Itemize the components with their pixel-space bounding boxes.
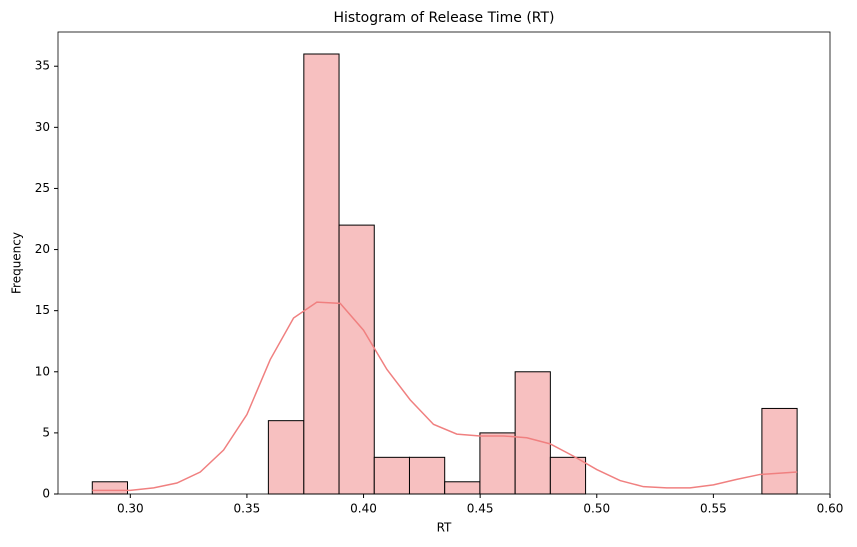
x-tick-label: 0.60: [817, 502, 844, 516]
bar: [479, 432, 516, 495]
bar: [514, 371, 551, 495]
chart-title: Histogram of Release Time (RT): [333, 10, 554, 26]
x-tick-label: 0.55: [700, 502, 727, 516]
x-axis-label: RT: [437, 521, 452, 535]
x-tick-label: 0.50: [583, 502, 610, 516]
y-tick-label: 10: [35, 364, 50, 378]
bar: [303, 53, 340, 495]
kde-line: [92, 301, 798, 492]
y-tick-label: 0: [42, 487, 50, 501]
y-tick-label: 35: [35, 59, 50, 73]
x-tick-label: 0.45: [467, 502, 494, 516]
bar: [549, 456, 587, 495]
y-tick-label: 30: [35, 120, 50, 134]
y-tick-label: 25: [35, 181, 50, 195]
bar: [91, 481, 129, 495]
y-tick-label: 5: [42, 425, 50, 439]
x-tick-label: 0.40: [350, 502, 377, 516]
bar: [267, 420, 305, 495]
y-axis-label: Frequency: [10, 232, 24, 294]
bar: [373, 456, 410, 495]
bar: [338, 224, 375, 495]
x-tick-label: 0.35: [234, 502, 261, 516]
plot-frame: [57, 31, 831, 495]
y-tick-label: 15: [35, 303, 50, 317]
x-tick-label: 0.30: [117, 502, 144, 516]
bar: [444, 481, 481, 495]
y-tick-label: 20: [35, 242, 50, 256]
bar: [761, 407, 798, 495]
bar: [408, 456, 446, 495]
